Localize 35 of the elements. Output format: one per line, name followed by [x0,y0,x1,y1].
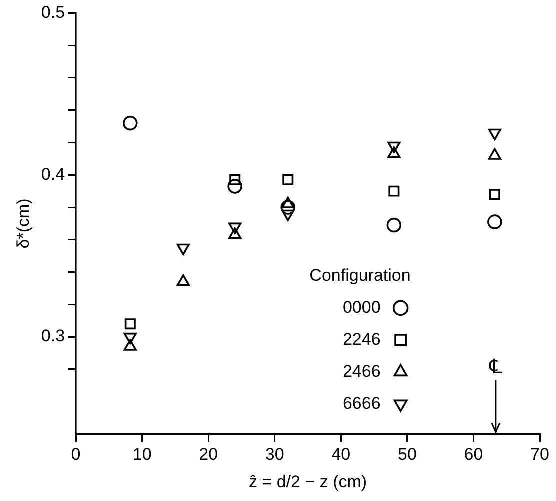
point [488,214,502,230]
point [489,189,500,200]
point [488,148,502,160]
annotation: ℄ [488,356,502,379]
point [280,200,296,215]
point [388,146,401,158]
point [388,186,400,197]
x-tick-label: 0 [71,445,81,464]
y-tick-label: 0.4 [41,164,66,184]
y-tick-label: 0.5 [41,2,66,22]
legend-title: Configuration [310,266,411,285]
x-tick-label: 70 [530,445,550,464]
point [282,210,295,222]
x-tick-label: 30 [265,445,284,464]
point [176,244,190,256]
point [228,179,243,194]
point [230,174,241,186]
point [386,218,402,233]
x-tick-label: 40 [332,445,351,464]
x-tick-label: 10 [132,445,152,464]
legend-label: 0000 [342,298,381,317]
point [282,174,294,186]
point [228,222,242,234]
legend-label: 2466 [342,362,381,381]
legend-label: 2246 [342,330,381,349]
x-tick-label: 50 [398,445,417,464]
point [124,332,137,344]
x-tick-label: 60 [464,445,484,464]
y-tick-label: 0.3 [41,326,66,346]
x-tick-label: 20 [199,445,218,464]
x-axis-title: ẑ = d/2 − z (cm) [248,472,368,492]
point [124,318,136,330]
y-axis-title: δ*(cm) [14,198,33,249]
point [122,116,138,131]
legend-label: 6666 [342,394,381,413]
